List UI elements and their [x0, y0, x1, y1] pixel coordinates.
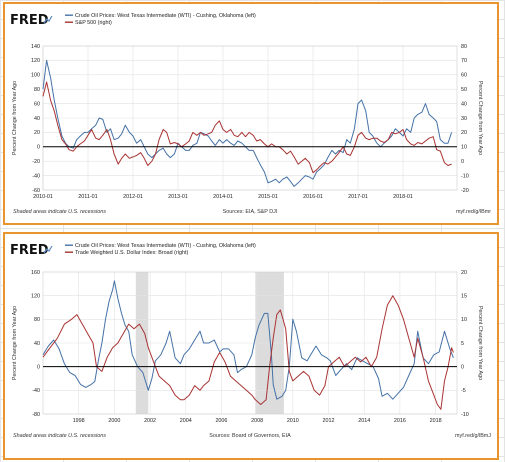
- y-right-axis-title: Percent Change from Year Ago: [477, 81, 483, 155]
- y-right-axis-title: Percent Change from Year Ago: [477, 306, 483, 380]
- y-right-tick-label: 5: [461, 341, 464, 347]
- y-left-tick-label: 40: [34, 116, 40, 122]
- y-left-tick-label: 80: [34, 317, 40, 323]
- legend-entry-1: Trade Weighted U.S. Dollar Index: Broad …: [75, 250, 188, 256]
- x-tick-label: 2002: [144, 418, 156, 424]
- x-tick-label: 2008: [251, 418, 263, 424]
- x-tick-label: 2011-01: [78, 194, 97, 200]
- y-right-tick-label: 80: [461, 44, 467, 50]
- y-left-axis-title: Percent Change from Year Ago: [12, 81, 18, 155]
- legend-entry-0: Crude Oil Prices: West Texas Intermediat…: [75, 13, 256, 19]
- sources-label: Sources: Board of Governors, EIA: [209, 433, 291, 439]
- y-left-tick-label: 60: [34, 101, 40, 107]
- y-right-tick-label: 20: [461, 130, 467, 136]
- x-tick-label: 2012-01: [123, 194, 143, 200]
- y-right-tick-label: 60: [461, 73, 467, 79]
- y-right-tick-label: 20: [461, 270, 467, 276]
- y-right-tick-label: 0: [461, 159, 464, 165]
- recession-note: Shaded areas indicate U.S. recessions: [13, 433, 106, 439]
- y-right-tick-label: 10: [461, 145, 467, 151]
- y-right-tick-label: 10: [461, 317, 467, 323]
- series-line-1: [42, 295, 454, 410]
- sources-label: Sources: EIA, S&P DJI: [223, 209, 278, 215]
- y-left-tick-label: -60: [32, 188, 40, 194]
- x-tick-label: 2000: [108, 418, 120, 424]
- y-left-axis-title: Percent Change from Year Ago: [12, 306, 18, 380]
- chart-url: myf.red/g/lBmr: [456, 209, 491, 215]
- x-tick-label: 2015-01: [258, 194, 278, 200]
- y-right-tick-label: 30: [461, 116, 467, 122]
- y-left-tick-label: -80: [32, 412, 40, 418]
- x-tick-label: 2016-01: [303, 194, 323, 200]
- x-tick-label: 2014-01: [213, 194, 233, 200]
- x-tick-label: 2016: [394, 418, 406, 424]
- plot-frame: [42, 45, 458, 191]
- chart-2-svg: FRED Crude Oil Prices: West Texas Interme…: [10, 243, 491, 439]
- chart-1-svg: FRED Crude Oil Prices: West Texas Interme…: [10, 13, 491, 215]
- y-right-tick-label: 40: [461, 101, 467, 107]
- legend-entry-0: Crude Oil Prices: West Texas Intermediat…: [75, 243, 256, 249]
- fred-logo-icon: [43, 15, 53, 24]
- fred-logo: FRED: [10, 243, 49, 258]
- x-tick-label: 2006: [215, 418, 227, 424]
- y-left-tick-label: -20: [32, 159, 40, 165]
- y-left-tick-label: 120: [31, 293, 40, 299]
- y-right-tick-label: 0: [461, 364, 464, 370]
- y-left-tick-label: 120: [31, 58, 40, 64]
- series-line-1: [42, 81, 452, 174]
- x-tick-label: 2017-01: [348, 194, 368, 200]
- y-left-tick-label: -40: [32, 173, 40, 179]
- chart-panel-2: FRED Crude Oil Prices: West Texas Interme…: [3, 232, 499, 460]
- y-left-tick-label: 0: [37, 145, 40, 151]
- x-tick-label: 2012: [323, 418, 335, 424]
- x-tick-label: 2010-01: [33, 194, 53, 200]
- y-left-tick-label: 80: [34, 87, 40, 93]
- y-right-tick-label: -5: [461, 388, 466, 394]
- series-line-0: [42, 59, 453, 187]
- y-right-tick-label: -20: [461, 188, 469, 194]
- y-left-tick-label: 20: [34, 130, 40, 136]
- plot-frame: [42, 271, 458, 415]
- y-left-tick-label: 100: [31, 73, 40, 79]
- series-line-0: [42, 280, 454, 400]
- x-tick-label: 1998: [73, 418, 85, 424]
- y-right-tick-label: 50: [461, 87, 467, 93]
- x-tick-label: 2013-01: [168, 194, 188, 200]
- x-tick-label: 2018-01: [393, 194, 413, 200]
- chart-panel-1: FRED Crude Oil Prices: West Texas Interme…: [3, 2, 499, 225]
- y-left-tick-label: -40: [32, 388, 40, 394]
- x-tick-label: 2010: [287, 418, 299, 424]
- legend-entry-1: S&P 500 (right): [75, 20, 112, 26]
- y-left-tick-label: 160: [31, 270, 40, 276]
- y-left-tick-label: 0: [37, 364, 40, 370]
- x-tick-label: 2018: [430, 418, 442, 424]
- y-left-tick-label: 40: [34, 341, 40, 347]
- fred-logo-icon: [43, 245, 53, 254]
- x-tick-label: 2014: [358, 418, 370, 424]
- recession-note: Shaded areas indicate U.S. recessions: [13, 209, 106, 215]
- chart-url: myf.red/g/lBmJ: [455, 433, 491, 439]
- fred-logo: FRED: [10, 13, 49, 28]
- y-right-tick-label: -10: [461, 173, 469, 179]
- y-right-tick-label: -10: [461, 412, 469, 418]
- y-right-tick-label: 15: [461, 293, 467, 299]
- x-tick-label: 2004: [180, 418, 192, 424]
- y-left-tick-label: 140: [31, 44, 40, 50]
- y-right-tick-label: 70: [461, 58, 467, 64]
